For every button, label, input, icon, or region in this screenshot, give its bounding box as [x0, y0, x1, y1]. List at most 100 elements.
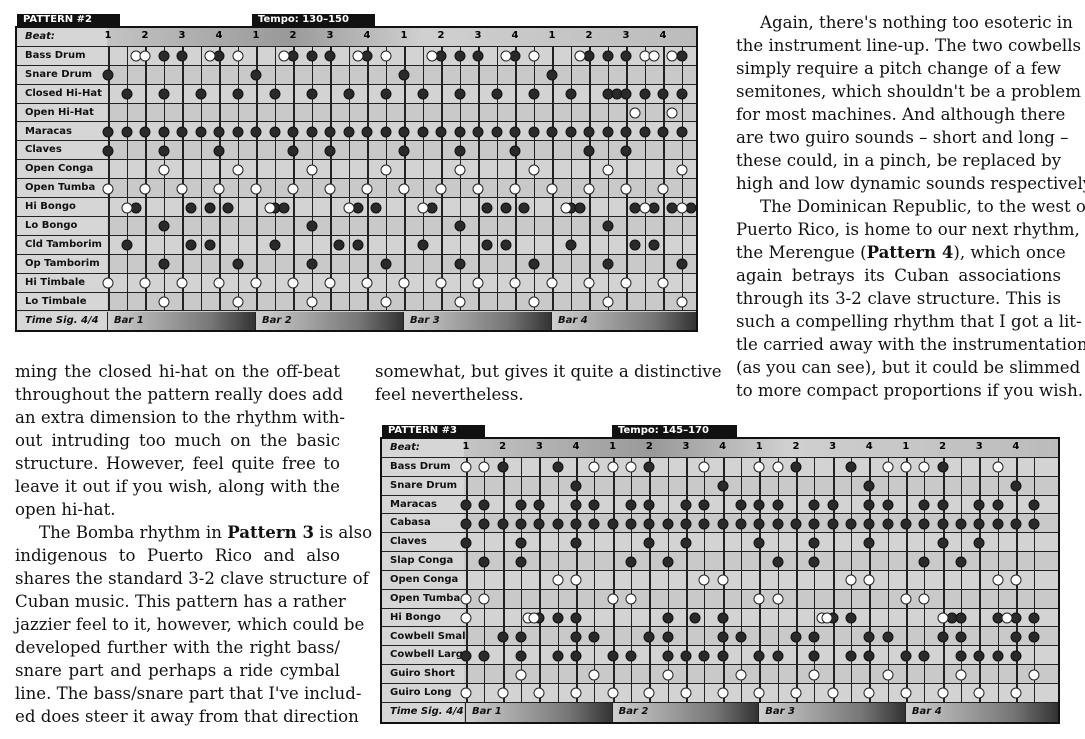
open-hit-dot — [607, 687, 619, 699]
open-hit-dot — [472, 277, 484, 289]
beat-row — [382, 439, 1058, 458]
open-hit-dot — [380, 164, 391, 176]
open-hit-dot — [232, 50, 243, 62]
open-hit-dot — [676, 296, 687, 308]
open-hit-dot — [102, 277, 114, 289]
closed-hit-dot — [698, 499, 710, 511]
closed-hit-dot — [648, 239, 660, 251]
closed-hit-dot — [955, 556, 967, 568]
closed-hit-dot — [565, 88, 576, 100]
instrument-label: Claves — [17, 141, 107, 161]
closed-hit-dot — [102, 69, 114, 81]
open-hit-dot — [666, 107, 678, 119]
instrument-row — [17, 273, 696, 293]
closed-hit-dot — [417, 126, 428, 138]
closed-hit-dot — [698, 650, 710, 662]
open-hit-dot — [158, 164, 169, 176]
instrument-label: Open Hi-Hat — [17, 103, 107, 123]
closed-hit-dot — [398, 145, 410, 157]
open-hit-dot — [546, 183, 558, 195]
text-line: Puerto Rico, is home to our next rhythm, — [736, 218, 1080, 241]
grid-line — [145, 46, 147, 312]
closed-hit-dot — [717, 612, 729, 624]
open-hit-dot — [287, 183, 299, 195]
instrument-label: Hi Bongo — [382, 608, 464, 628]
open-hit-dot — [435, 183, 447, 195]
pattern-reference: Pattern 4 — [866, 242, 954, 262]
beat-number: 3 — [178, 30, 186, 41]
open-hit-dot — [139, 183, 151, 195]
open-hit-dot — [625, 593, 637, 605]
open-hit-dot — [821, 612, 833, 624]
instrument-label: Snare Drum — [382, 476, 464, 496]
open-hit-dot — [460, 593, 472, 605]
open-hit-dot — [753, 687, 765, 699]
closed-hit-dot — [528, 126, 539, 138]
closed-hit-dot — [533, 499, 545, 511]
closed-hit-dot — [570, 499, 582, 511]
closed-hit-dot — [808, 631, 820, 643]
open-hit-dot — [620, 277, 632, 289]
closed-hit-dot — [863, 518, 875, 530]
closed-hit-dot — [158, 50, 169, 62]
closed-hit-dot — [680, 499, 692, 511]
beat-number: 2 — [499, 441, 507, 452]
closed-hit-dot — [552, 518, 564, 530]
instrument-label: Cld Tamborim — [17, 235, 107, 255]
closed-hit-dot — [500, 239, 512, 251]
beat-number: 4 — [363, 30, 371, 41]
closed-hit-dot — [992, 518, 1004, 530]
closed-hit-dot — [454, 50, 465, 62]
closed-hit-dot — [497, 631, 509, 643]
beat-number: 4 — [865, 441, 873, 452]
open-hit-dot — [509, 183, 521, 195]
closed-hit-dot — [863, 537, 875, 549]
open-hit-dot — [352, 50, 364, 62]
closed-hit-dot — [1028, 499, 1040, 511]
open-hit-dot — [992, 574, 1004, 586]
text-line: developed further with the right bass/ — [15, 636, 340, 659]
open-hit-dot — [417, 202, 428, 214]
closed-hit-dot — [882, 631, 894, 643]
open-hit-dot — [158, 296, 169, 308]
instrument-label: Cabasa — [382, 514, 464, 534]
closed-hit-dot — [625, 518, 637, 530]
closed-hit-dot — [643, 537, 655, 549]
open-hit-dot — [278, 50, 290, 62]
closed-hit-dot — [717, 480, 729, 492]
open-hit-dot — [937, 612, 949, 624]
bar-label: Bar 1 — [465, 702, 612, 722]
open-hit-dot — [460, 612, 472, 624]
closed-hit-dot — [250, 126, 262, 138]
open-hit-dot — [478, 593, 490, 605]
grid-line — [126, 46, 128, 312]
closed-hit-dot — [918, 650, 930, 662]
open-hit-dot — [102, 183, 114, 195]
beat-number: 1 — [252, 30, 260, 41]
closed-hit-dot — [639, 88, 650, 100]
closed-hit-dot — [845, 461, 857, 473]
open-hit-dot — [204, 50, 216, 62]
open-hit-dot — [380, 296, 391, 308]
open-hit-dot — [602, 164, 613, 176]
text-segment: snare part and perhaps a ride cymbal — [15, 661, 340, 680]
open-hit-dot — [1010, 687, 1022, 699]
open-hit-dot — [973, 687, 985, 699]
closed-hit-dot — [973, 499, 985, 511]
closed-hit-dot — [454, 126, 465, 138]
open-hit-dot — [607, 461, 619, 473]
instrument-row — [17, 122, 696, 142]
closed-hit-dot — [753, 537, 765, 549]
open-hit-dot — [232, 296, 243, 308]
open-hit-dot — [560, 202, 572, 214]
open-hit-dot — [213, 277, 225, 289]
grid-line — [385, 46, 387, 312]
open-hit-dot — [639, 202, 650, 214]
beat-number: 2 — [645, 441, 653, 452]
text-segment: high and low dynamic sounds respectively… — [736, 174, 1085, 193]
text-line: throughout the pattern really does add — [15, 383, 343, 406]
text-line: to more compact proportions if you wish. — [736, 379, 1083, 402]
closed-hit-dot — [992, 650, 1004, 662]
closed-hit-dot — [1010, 480, 1022, 492]
open-hit-dot — [533, 687, 545, 699]
